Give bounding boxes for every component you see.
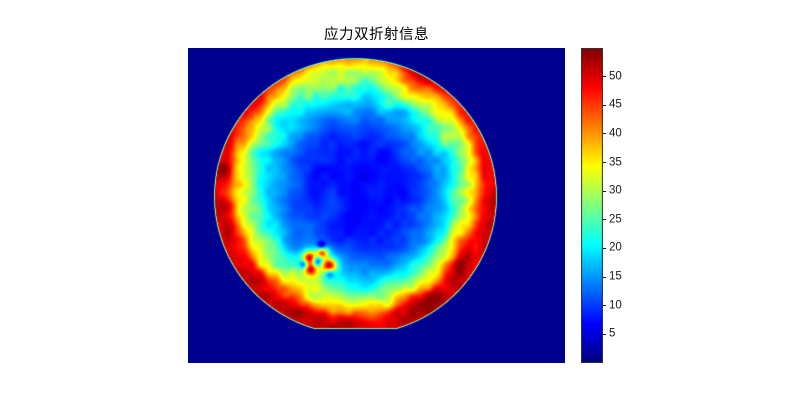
colorbar-tick: [603, 247, 606, 249]
colorbar-tick-label: 15: [609, 270, 622, 283]
colorbar-tick-label: 20: [609, 241, 622, 254]
colorbar-tick-label: 10: [609, 298, 622, 311]
colorbar-tick-label: 35: [609, 155, 622, 168]
colorbar-tick: [603, 133, 606, 135]
colorbar-tick-label: 25: [609, 213, 622, 226]
colorbar-tick: [603, 305, 606, 307]
colorbar-tick: [603, 333, 606, 335]
chart-title: 应力双折射信息: [324, 27, 429, 43]
colorbar-tick: [603, 104, 606, 106]
colorbar-tick: [603, 162, 606, 164]
colorbar-tick-label: 30: [609, 184, 622, 197]
wafer-heatmap-canvas: [188, 48, 565, 363]
colorbar-tick-label: 5: [609, 327, 616, 340]
colorbar-tick: [603, 219, 606, 221]
colorbar-tick: [603, 190, 606, 192]
colorbar-tick-label: 40: [609, 127, 622, 140]
colorbar-tick: [603, 76, 606, 78]
colorbar: [581, 48, 603, 363]
colorbar-tick: [603, 276, 606, 278]
colorbar-tick-label: 45: [609, 98, 622, 111]
colorbar-tick-label: 50: [609, 69, 622, 82]
